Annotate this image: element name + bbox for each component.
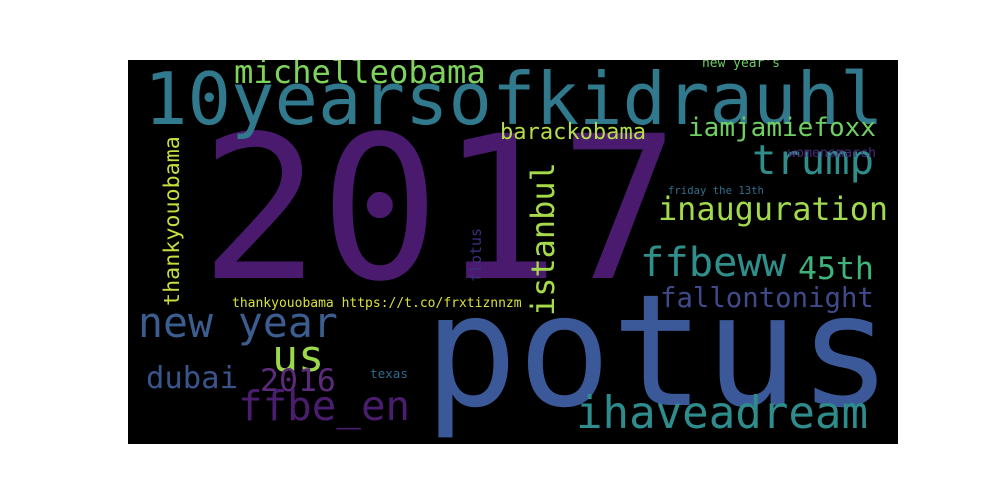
word-potus: potus (424, 261, 893, 443)
word-friday-the-13th: friday the 13th (668, 183, 764, 197)
word-2017: 2017 (200, 93, 680, 326)
word-2016: 2016 (260, 363, 336, 399)
word-us: us (272, 331, 325, 382)
word-fallontonight: fallontonight (660, 282, 874, 314)
word-flotus: flotus (467, 228, 486, 282)
word-ffbeww: ffbeww (640, 238, 787, 287)
word-istanbul: istanbul (523, 162, 562, 316)
word-iamjamiefoxx: iamjamiefoxx (688, 113, 876, 144)
word-barackobama: barackobama (500, 119, 647, 145)
word-trump: trump (752, 136, 874, 185)
word-new-year: new year (138, 298, 338, 348)
word-10yearsofkidrauhl: 10yearsofkidrauhl (144, 60, 884, 143)
word-thankyouobama-link: thankyouobama https://t.co/frxtiznnzm (232, 295, 522, 311)
word-thankyouobama: thankyouobama (159, 136, 185, 306)
word-womensmarch: womensmarch (788, 146, 876, 162)
word-michelleobama: michelleobama (234, 60, 486, 91)
word-45th: 45th (798, 251, 874, 287)
word-inauguration: inauguration (658, 189, 889, 228)
word-new-years: new year's (702, 60, 780, 71)
word-dubai: dubai (146, 361, 238, 397)
word-ffbe_en: ffbe_en (238, 382, 411, 431)
word-cloud: 2017 potus 10yearsofkidrauhl michelleobama t… (128, 60, 898, 444)
word-ihaveadream: ihaveadream (576, 387, 869, 439)
word-texas: texas (370, 365, 408, 381)
